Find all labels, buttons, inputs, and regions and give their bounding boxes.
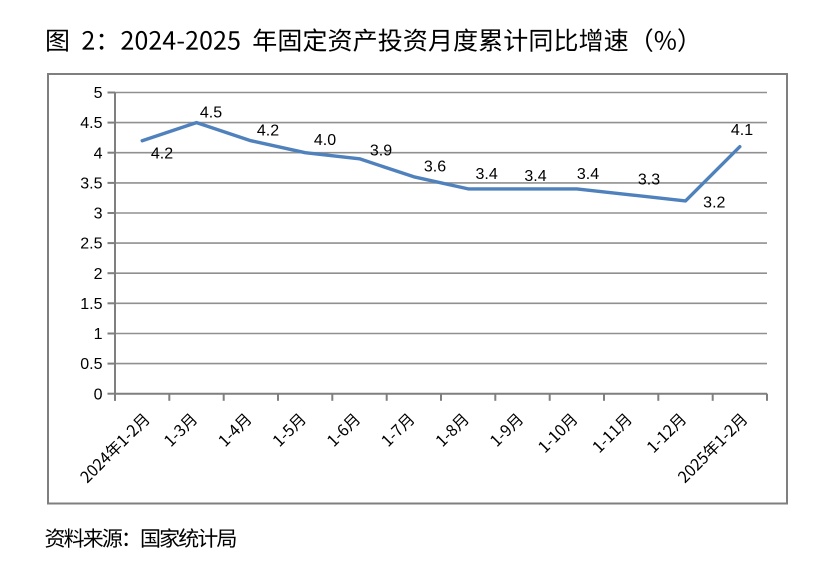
svg-text:3: 3 [94,206,103,223]
svg-text:4.2: 4.2 [257,123,279,140]
svg-text:3.3: 3.3 [638,172,660,189]
svg-text:4.0: 4.0 [314,132,336,149]
svg-text:2: 2 [94,266,103,283]
svg-text:3.2: 3.2 [703,195,725,212]
svg-text:4.5: 4.5 [80,115,102,132]
svg-text:4.5: 4.5 [200,105,222,122]
svg-text:3.4: 3.4 [577,166,599,183]
svg-text:3.4: 3.4 [524,168,546,185]
svg-text:1: 1 [94,326,103,343]
svg-text:4.1: 4.1 [731,122,753,139]
svg-text:2.5: 2.5 [80,236,102,253]
svg-text:3.4: 3.4 [475,166,497,183]
svg-text:3.9: 3.9 [370,143,392,160]
svg-text:4: 4 [94,145,103,162]
svg-text:4.2: 4.2 [151,146,173,163]
svg-text:3.5: 3.5 [80,176,102,193]
svg-text:1.5: 1.5 [80,296,102,313]
svg-text:0.5: 0.5 [80,356,102,373]
svg-text:0: 0 [94,386,103,403]
svg-text:3.6: 3.6 [424,159,446,176]
svg-text:5: 5 [94,85,103,102]
